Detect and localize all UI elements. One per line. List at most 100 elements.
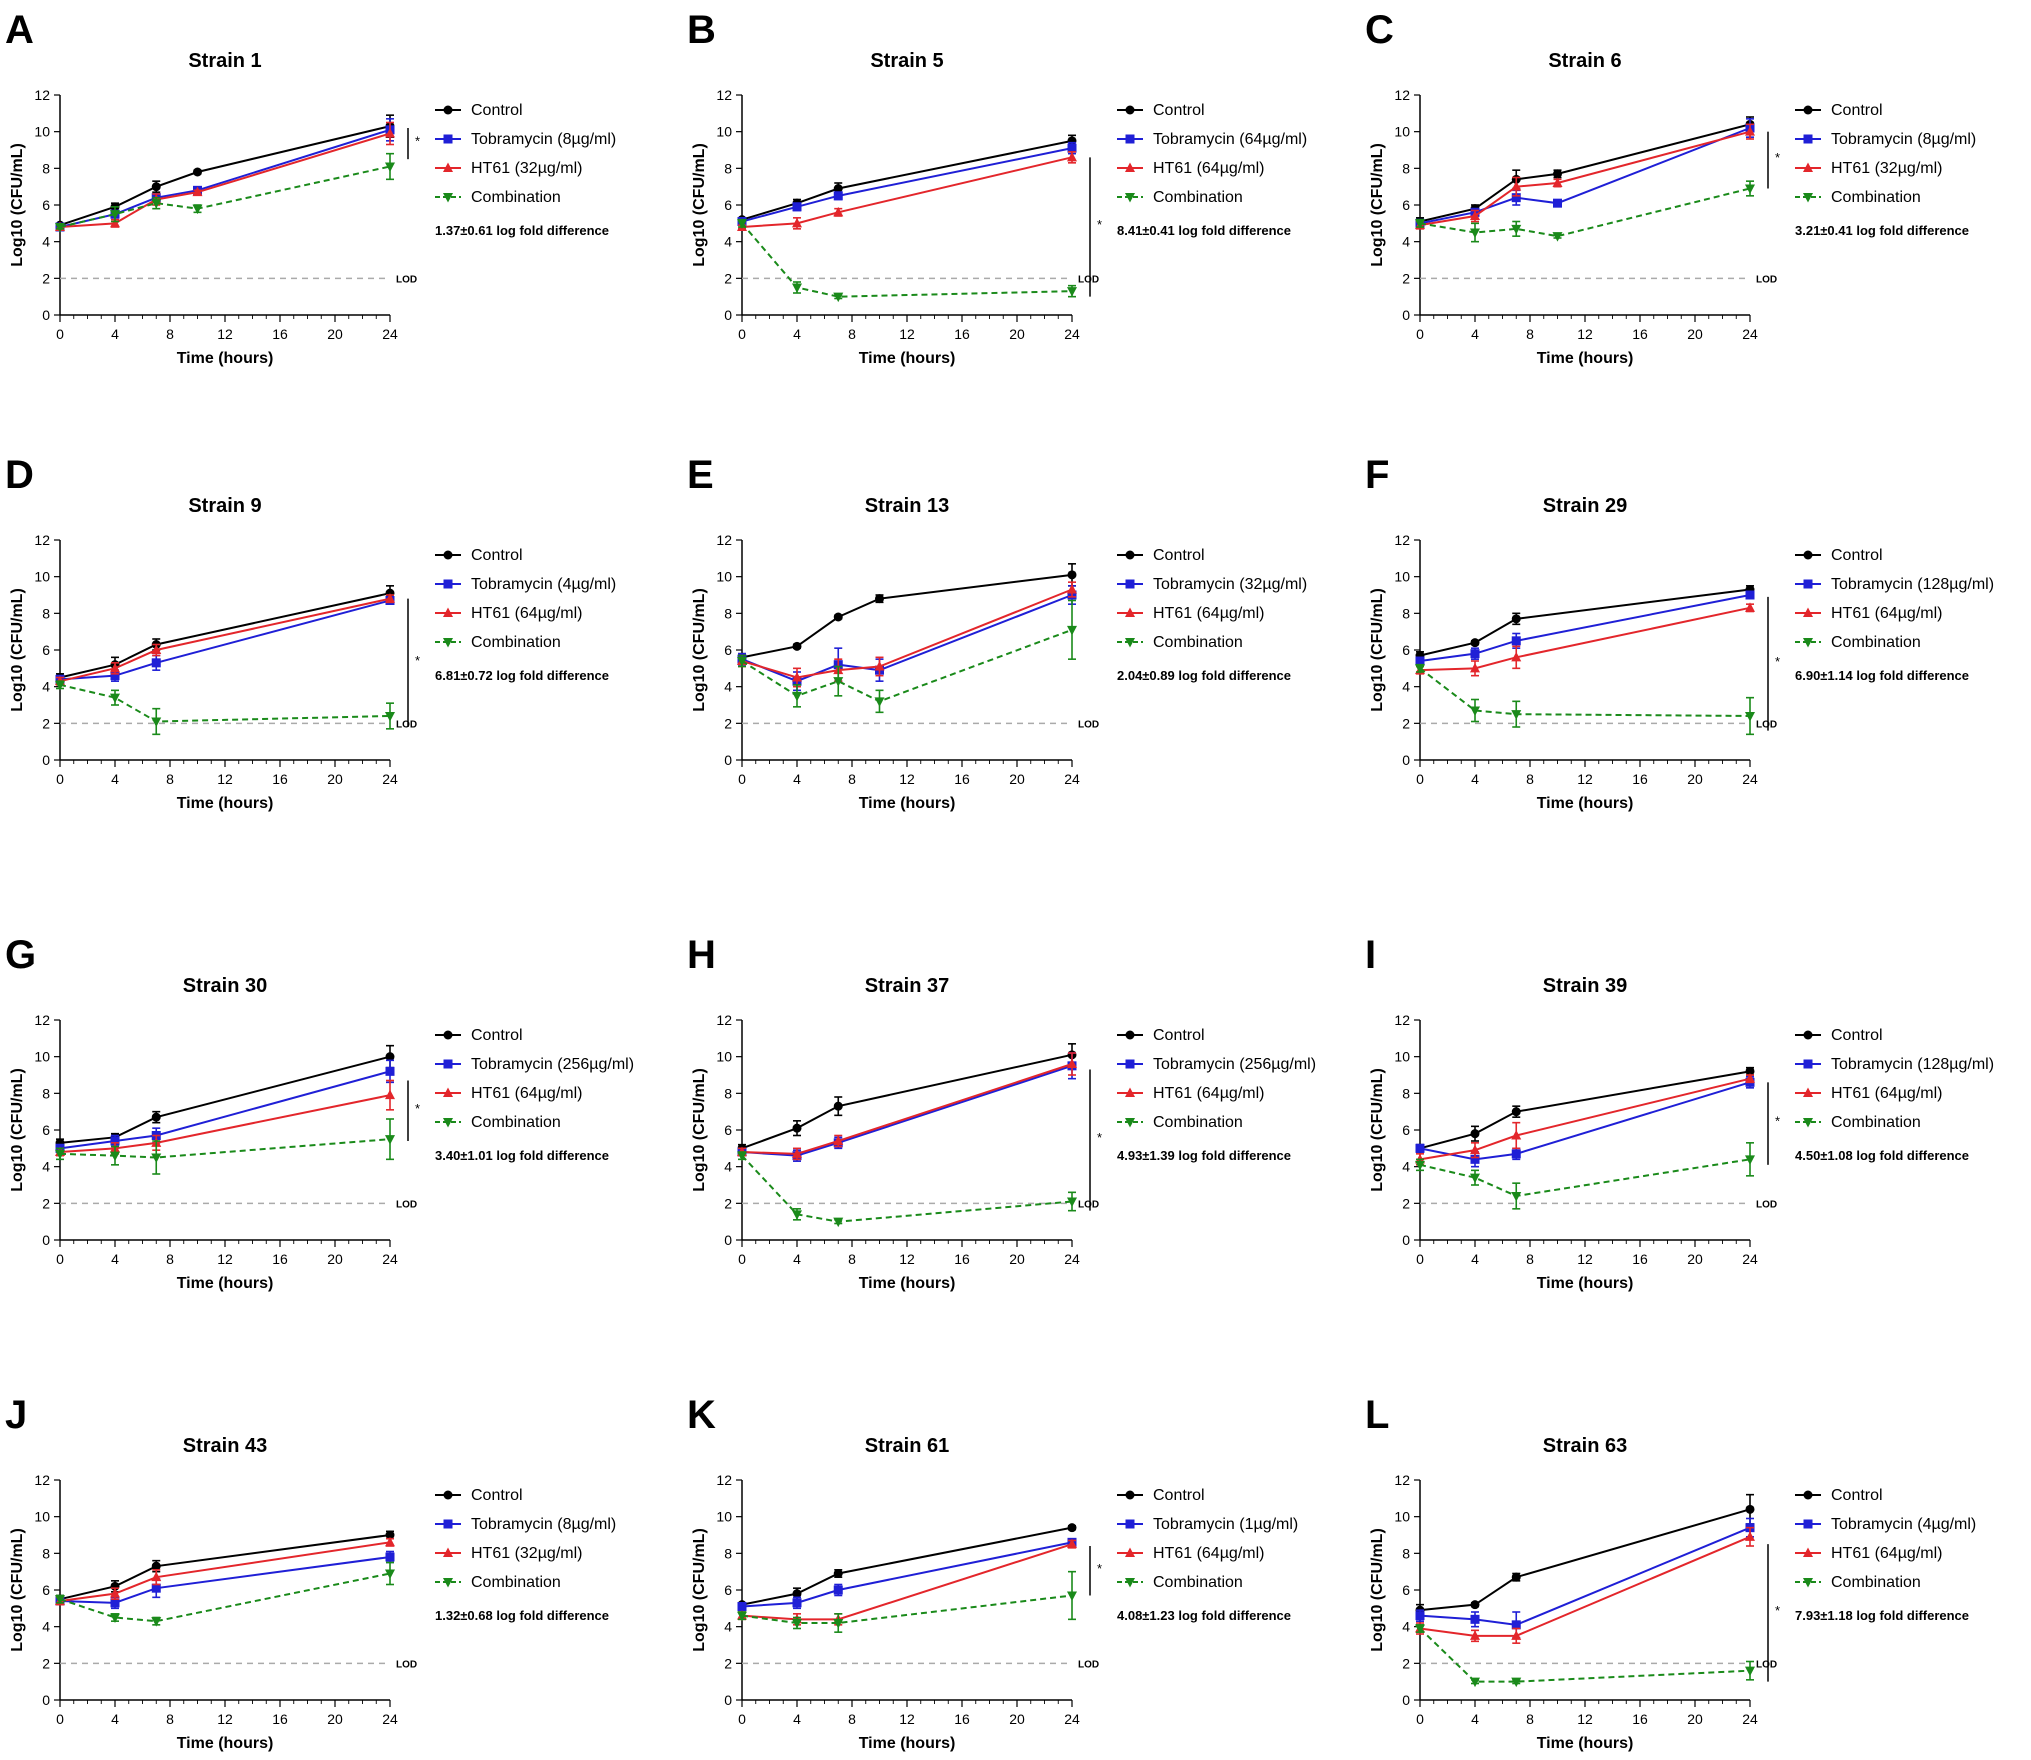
lod-label: LOD	[1756, 1199, 1777, 1210]
data-point	[151, 1617, 162, 1627]
x-tick-label: 12	[899, 326, 915, 342]
fold-difference-text: 4.08±1.23 log fold difference	[1117, 1608, 1291, 1623]
y-tick-label: 0	[1402, 1692, 1410, 1708]
legend-marker	[1125, 1087, 1135, 1097]
y-tick-label: 4	[42, 1159, 50, 1175]
panel-letter: D	[5, 453, 34, 497]
fold-difference-text: 8.41±0.41 log fold difference	[1117, 223, 1291, 238]
x-tick-label: 4	[1471, 1251, 1479, 1267]
series-ht61	[737, 581, 1077, 688]
x-tick-label: 0	[56, 326, 64, 342]
x-tick-label: 8	[166, 1251, 174, 1267]
data-point	[110, 210, 120, 220]
y-tick-label: 6	[1402, 642, 1410, 658]
legend-marker	[1803, 1490, 1813, 1500]
panel-letter: B	[687, 8, 716, 52]
legend-marker	[1803, 193, 1813, 203]
legend-marker	[1803, 638, 1813, 648]
data-point	[110, 1613, 120, 1623]
x-tick-label: 24	[1742, 1711, 1758, 1727]
series-ht61	[1415, 602, 1755, 677]
x-tick-label: 12	[899, 1711, 915, 1727]
series-control	[737, 1043, 1077, 1153]
legend-entry: Combination	[1153, 1114, 1243, 1131]
data-point	[1511, 1572, 1521, 1582]
y-tick-label: 4	[42, 1619, 50, 1635]
panel-title: Strain 1	[188, 50, 261, 72]
panel-letter: F	[1365, 453, 1389, 497]
data-point	[1511, 710, 1522, 720]
y-tick-label: 6	[1402, 1582, 1410, 1598]
series-line	[1419, 130, 1751, 227]
x-axis-label: Time (hours)	[859, 1275, 956, 1292]
series-line	[59, 1055, 391, 1144]
x-tick-label: 20	[1009, 1711, 1025, 1727]
series-ht61	[55, 593, 395, 686]
data-point	[833, 1135, 844, 1145]
x-tick-label: 16	[954, 1251, 970, 1267]
series-combination	[1415, 1142, 1755, 1210]
series-ht61	[1415, 1073, 1755, 1166]
data-point	[1470, 1129, 1480, 1139]
data-point	[1745, 602, 1755, 612]
x-axis-label: Time (hours)	[1537, 1275, 1634, 1292]
y-tick-label: 2	[1402, 1655, 1410, 1671]
legend-marker	[1803, 550, 1813, 560]
data-point	[792, 1148, 802, 1158]
y-axis-label: Log10 (CFU/mL)	[1369, 143, 1386, 267]
legend-marker	[443, 1059, 453, 1069]
x-tick-label: 24	[1742, 771, 1758, 787]
y-tick-label: 6	[724, 197, 732, 213]
legend-entry: Combination	[1831, 634, 1921, 651]
x-axis-label: Time (hours)	[859, 350, 956, 367]
legend-entry: HT61 (64µg/ml)	[1831, 605, 1942, 622]
data-point	[1511, 1620, 1521, 1630]
y-tick-label: 8	[724, 605, 732, 621]
legend-entry: Tobramycin (8µg/ml)	[1831, 131, 1976, 148]
fold-difference-text: 3.40±1.01 log fold difference	[435, 1148, 609, 1163]
series-line	[59, 1138, 391, 1159]
y-tick-label: 12	[1394, 1012, 1410, 1028]
y-tick-label: 12	[716, 1012, 732, 1028]
fold-difference-text: 4.93±1.39 log fold difference	[1117, 1148, 1291, 1163]
lod-label: LOD	[396, 1199, 417, 1210]
series-combination	[55, 152, 395, 233]
legend-entry: Control	[1153, 102, 1205, 119]
data-point	[1553, 198, 1562, 208]
x-tick-label: 20	[1009, 1251, 1025, 1267]
legend-entry: Combination	[1831, 189, 1921, 206]
panel-title: Strain 9	[188, 495, 261, 517]
legend-entry: Control	[1153, 1487, 1205, 1504]
panel-letter: G	[5, 933, 36, 977]
data-point	[151, 199, 162, 209]
panel-letter: H	[687, 933, 716, 977]
y-tick-label: 2	[42, 1195, 50, 1211]
lod-label: LOD	[1078, 274, 1099, 285]
x-tick-label: 16	[272, 326, 288, 342]
series-tobramycin	[1415, 1517, 1755, 1639]
x-tick-label: 16	[272, 1711, 288, 1727]
data-point	[833, 677, 844, 687]
data-point	[1511, 1107, 1521, 1117]
data-point	[833, 184, 843, 193]
y-tick-label: 4	[1402, 1159, 1410, 1175]
series-line	[1419, 123, 1751, 223]
data-point	[1470, 638, 1480, 648]
series-line	[59, 1094, 391, 1153]
legend-entry: Control	[471, 1027, 523, 1044]
panel-title: Strain 43	[183, 1435, 267, 1457]
data-point	[192, 186, 203, 197]
data-point	[385, 1530, 395, 1540]
x-tick-label: 12	[217, 1711, 233, 1727]
series-combination	[737, 218, 1077, 303]
x-tick-label: 4	[793, 771, 801, 787]
series-line	[741, 1541, 1073, 1608]
data-point	[1415, 1624, 1425, 1634]
y-axis-label: Log10 (CFU/mL)	[9, 143, 26, 267]
x-tick-label: 8	[166, 326, 174, 342]
legend-marker	[1803, 607, 1813, 617]
